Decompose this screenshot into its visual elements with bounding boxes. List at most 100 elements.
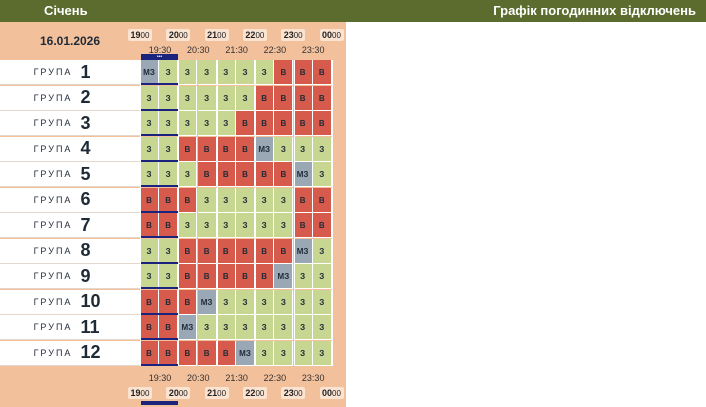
group-word: ГРУПА (33, 347, 73, 358)
schedule-cell: З (312, 136, 332, 162)
group-number: 11 (80, 316, 100, 337)
half-hour-label: 22:30 (263, 45, 287, 55)
group-word: ГРУПА (33, 92, 73, 103)
hour-label: 1900 (128, 387, 152, 399)
schedule-cell: З (197, 85, 217, 111)
schedule-cell: МЗ (255, 136, 275, 162)
current-hour-underline (141, 210, 178, 213)
schedule-cell: В (274, 60, 294, 85)
schedule-cell: В (312, 213, 332, 238)
group-number: 10 (80, 291, 101, 311)
hour-divider (293, 60, 295, 366)
schedule-cell: В (274, 111, 294, 136)
schedule-cell: З (197, 213, 217, 238)
schedule-cell: З (312, 315, 332, 340)
current-hour-underline (141, 312, 178, 315)
group-word: ГРУПА (33, 322, 73, 332)
schedule-cell: З (197, 60, 217, 85)
schedule-cell: В (216, 136, 236, 162)
schedule-cell: МЗ (178, 315, 198, 340)
schedule-cell: В (293, 85, 313, 111)
hour-label: 2200 (242, 387, 267, 399)
schedule-cell: З (274, 340, 294, 366)
schedule-cell: В (197, 264, 217, 289)
group-number: 7 (80, 214, 91, 235)
schedule-cell: В (178, 136, 198, 162)
current-hour-underline (141, 159, 178, 162)
schedule-cell: В (236, 136, 255, 162)
group-number: 9 (80, 265, 91, 286)
schedule-cell: В (236, 162, 255, 187)
current-time-marker: ••• (141, 54, 178, 60)
current-hour-underline (141, 338, 178, 340)
schedule-cell: З (159, 60, 179, 85)
schedule-cell: З (178, 60, 198, 85)
hour-label: 0000 (319, 387, 344, 399)
schedule-cell: МЗ (293, 162, 313, 187)
half-hour-label: 23:30 (301, 45, 325, 55)
schedule-cell: З (197, 315, 217, 340)
schedule-cell: МЗ (140, 60, 159, 85)
schedule-cell: В (140, 187, 159, 213)
schedule-cell: В (159, 340, 179, 366)
hour-label: 2100 (204, 387, 229, 399)
schedule-cell: З (255, 60, 275, 85)
group-word: ГРУПА (33, 220, 73, 230)
schedule-cell: З (159, 136, 179, 162)
hour-divider (178, 60, 180, 366)
hour-label: 2300 (281, 29, 306, 41)
schedule-cell: З (197, 187, 217, 213)
schedule-cell: В (159, 289, 179, 315)
hour-header-top: 1900 2000 2100 2200 2300 0000 (128, 29, 346, 43)
month-label: Січень (44, 3, 88, 18)
group-number: 3 (80, 112, 91, 133)
schedule-cell: В (274, 238, 294, 264)
schedule-cell: В (236, 238, 255, 264)
hour-divider (332, 60, 333, 366)
current-hour-underline (141, 236, 178, 238)
schedule-cell: В (255, 162, 275, 187)
schedule-cell: В (255, 111, 275, 136)
group-label: ГРУПА 1 (0, 60, 140, 85)
schedule-cell: В (236, 264, 255, 289)
schedule-cell: З (255, 213, 275, 238)
schedule-cell: З (274, 136, 294, 162)
schedule-cell: З (293, 289, 313, 315)
schedule-cell: МЗ (274, 264, 294, 289)
schedule-cell: З (312, 162, 332, 187)
group-word: ГРУПА (33, 271, 73, 281)
schedule-cell: З (255, 187, 275, 213)
schedule-cell: З (255, 289, 275, 315)
group-number: 5 (80, 163, 91, 184)
schedule-cell: З (216, 85, 236, 111)
schedule-cell: З (159, 85, 179, 111)
schedule-cell: В (197, 340, 217, 366)
schedule-cell: В (159, 315, 179, 340)
schedule-cell: З (159, 162, 179, 187)
schedule-cell: МЗ (197, 289, 217, 315)
hour-label: 0000 (319, 29, 344, 41)
schedule-cell: З (159, 264, 179, 289)
hour-divider (255, 60, 257, 366)
schedule-cell: В (178, 264, 198, 289)
group-word: ГРУПА (33, 194, 73, 205)
schedule-cell: З (255, 340, 275, 366)
schedule-cell: В (178, 340, 198, 366)
schedule-cell: З (159, 238, 179, 264)
current-hour-underline (141, 134, 178, 136)
schedule-cell: В (255, 238, 275, 264)
group-label: ГРУПА 3 (0, 111, 140, 136)
schedule-cell: З (216, 315, 236, 340)
half-hour-label: 20:30 (187, 373, 210, 383)
current-hour-underline (141, 108, 178, 111)
schedule-cell: МЗ (236, 340, 255, 366)
schedule-cell: З (236, 85, 255, 111)
current-hour-underline (141, 83, 178, 85)
group-number: 1 (80, 61, 91, 82)
hour-label: 2300 (281, 387, 306, 399)
schedule-cell: В (140, 315, 159, 340)
schedule-cell: В (236, 111, 255, 136)
schedule-cell: В (159, 213, 179, 238)
schedule-cell: В (216, 264, 236, 289)
schedule-cell: В (255, 85, 275, 111)
